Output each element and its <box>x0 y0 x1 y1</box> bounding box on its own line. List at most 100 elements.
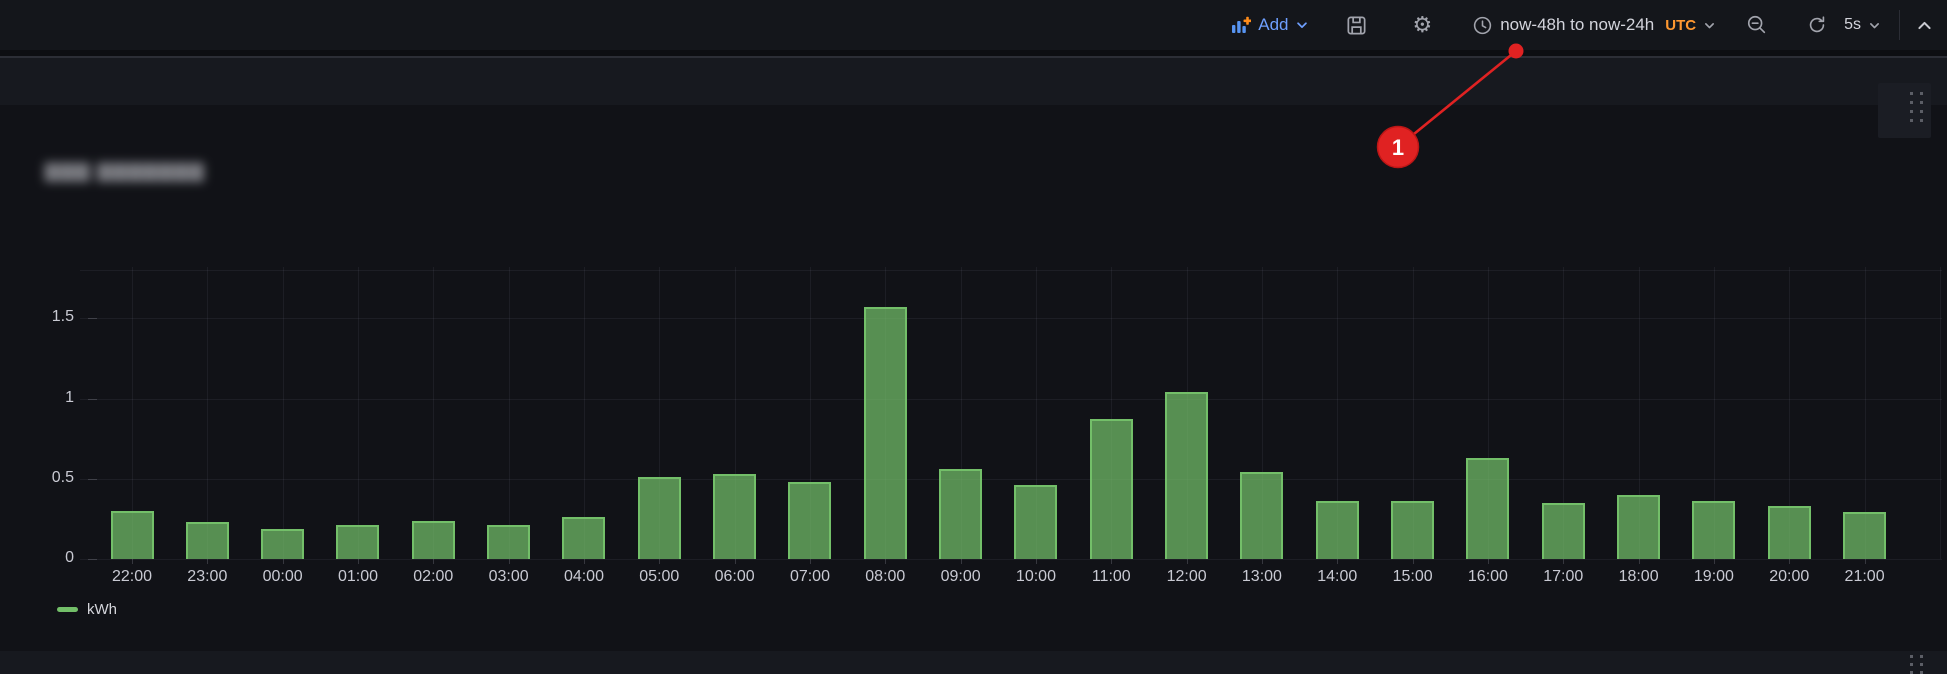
bar-07:00[interactable] <box>788 482 832 559</box>
bar-12:00[interactable] <box>1165 392 1209 559</box>
x-gridline <box>1337 267 1339 559</box>
x-axis-label: 22:00 <box>111 568 153 585</box>
bar-16:00[interactable] <box>1466 457 1510 559</box>
zoom-out-button[interactable] <box>1746 14 1768 36</box>
chevron-up-icon <box>1918 21 1931 29</box>
x-tick <box>1563 559 1565 564</box>
x-gridline <box>1261 267 1263 559</box>
legend-label[interactable]: kWh <box>87 601 117 618</box>
x-gridline <box>809 267 811 559</box>
collapse-controls-button[interactable] <box>1916 18 1933 33</box>
next-row-band <box>0 651 1947 674</box>
bar-15:00[interactable] <box>1391 501 1435 559</box>
bar-02:00[interactable] <box>411 520 455 559</box>
bar-20:00[interactable] <box>1767 506 1811 559</box>
x-gridline <box>207 267 209 559</box>
add-panel-button[interactable]: Add <box>1231 15 1309 35</box>
x-tick <box>1186 559 1188 564</box>
y-gridline <box>80 270 1942 272</box>
x-tick <box>357 559 359 564</box>
bar-01:00[interactable] <box>336 525 380 559</box>
chevron-down-icon <box>1297 22 1308 29</box>
save-dashboard-button[interactable] <box>1345 14 1368 37</box>
x-gridline <box>734 267 736 559</box>
bar-chart-plot-area[interactable] <box>80 267 1942 564</box>
x-axis-label: 09:00 <box>940 568 981 585</box>
panel-title[interactable]: ▇▇▇ ▇▇▇▇▇▇▇ <box>45 161 205 181</box>
x-tick <box>1337 559 1339 564</box>
chevron-down-icon <box>1870 22 1879 28</box>
bar-18:00[interactable] <box>1617 494 1661 559</box>
x-tick <box>1638 559 1640 564</box>
bar-08:00[interactable] <box>863 307 907 559</box>
x-gridline <box>1111 267 1113 559</box>
x-tick <box>433 559 435 564</box>
handle-dot <box>1920 101 1923 104</box>
x-gridline <box>1412 267 1414 559</box>
refresh-icon <box>1809 16 1825 33</box>
bar-14:00[interactable] <box>1315 501 1359 559</box>
x-tick <box>1412 559 1414 564</box>
refresh-interval-dropdown[interactable]: 5s <box>1844 16 1881 34</box>
handle-dot <box>1910 655 1913 658</box>
x-gridline <box>1713 267 1715 559</box>
x-axis-label: 18:00 <box>1618 568 1659 585</box>
y-gridline <box>80 559 1942 560</box>
toolbar-divider <box>1899 10 1900 40</box>
x-tick <box>1864 559 1866 564</box>
bar-06:00[interactable] <box>713 473 757 559</box>
x-axis-label: 23:00 <box>187 568 228 585</box>
x-tick <box>1487 559 1489 564</box>
x-tick <box>734 559 736 564</box>
bar-03:00[interactable] <box>487 525 531 559</box>
y-gridline <box>80 478 1942 480</box>
y-axis-label: 0 <box>65 549 74 566</box>
x-tick <box>1035 559 1037 564</box>
y-tick <box>88 398 97 400</box>
y-axis-label: 1 <box>65 388 74 406</box>
refresh-button[interactable] <box>1806 14 1828 36</box>
bar-23:00[interactable] <box>185 522 229 559</box>
y-axis-label: 0.5 <box>51 468 74 486</box>
handle-dot <box>1910 101 1913 104</box>
x-tick <box>207 559 209 564</box>
x-tick <box>1261 559 1263 564</box>
bar-00:00[interactable] <box>261 528 305 559</box>
bar-04:00[interactable] <box>562 517 606 559</box>
y-tick <box>88 318 97 320</box>
x-gridline <box>1487 267 1489 559</box>
x-axis-label: 13:00 <box>1241 568 1282 585</box>
bar-09:00[interactable] <box>939 469 983 559</box>
bar-13:00[interactable] <box>1240 472 1284 559</box>
panel-drag-handle[interactable] <box>1878 83 1931 138</box>
gear-icon: ⚙ <box>1412 12 1433 37</box>
bar-22:00[interactable] <box>110 510 154 559</box>
x-axis-label: 20:00 <box>1769 568 1810 585</box>
x-tick <box>809 559 811 564</box>
bar-11:00[interactable] <box>1089 419 1133 559</box>
bar-17:00[interactable] <box>1541 502 1585 559</box>
time-range-picker[interactable]: now-48h to now-24h UTC <box>1472 15 1716 36</box>
x-gridline <box>132 267 133 559</box>
dashboard-row-band <box>0 58 1947 105</box>
handle-dot <box>1920 92 1923 95</box>
handle-dot <box>1920 655 1923 658</box>
add-panel-label: Add <box>1258 15 1289 34</box>
zoom-out-icon <box>1748 15 1766 34</box>
x-gridline <box>1864 267 1866 559</box>
dashboard-settings-button[interactable]: ⚙ <box>1412 14 1432 36</box>
y-tick <box>88 559 97 560</box>
bar-05:00[interactable] <box>637 477 681 559</box>
handle-dot <box>1920 110 1923 113</box>
bar-21:00[interactable] <box>1843 512 1887 559</box>
x-axis-label: 21:00 <box>1844 568 1885 585</box>
x-tick <box>659 559 661 564</box>
x-axis-label: 14:00 <box>1317 568 1358 585</box>
bar-10:00[interactable] <box>1014 485 1058 559</box>
x-gridline <box>1939 267 1941 559</box>
x-gridline <box>357 267 359 559</box>
bar-19:00[interactable] <box>1692 501 1736 559</box>
x-axis-label: 00:00 <box>262 568 303 585</box>
x-tick <box>960 559 962 564</box>
handle-dot <box>1920 671 1923 674</box>
